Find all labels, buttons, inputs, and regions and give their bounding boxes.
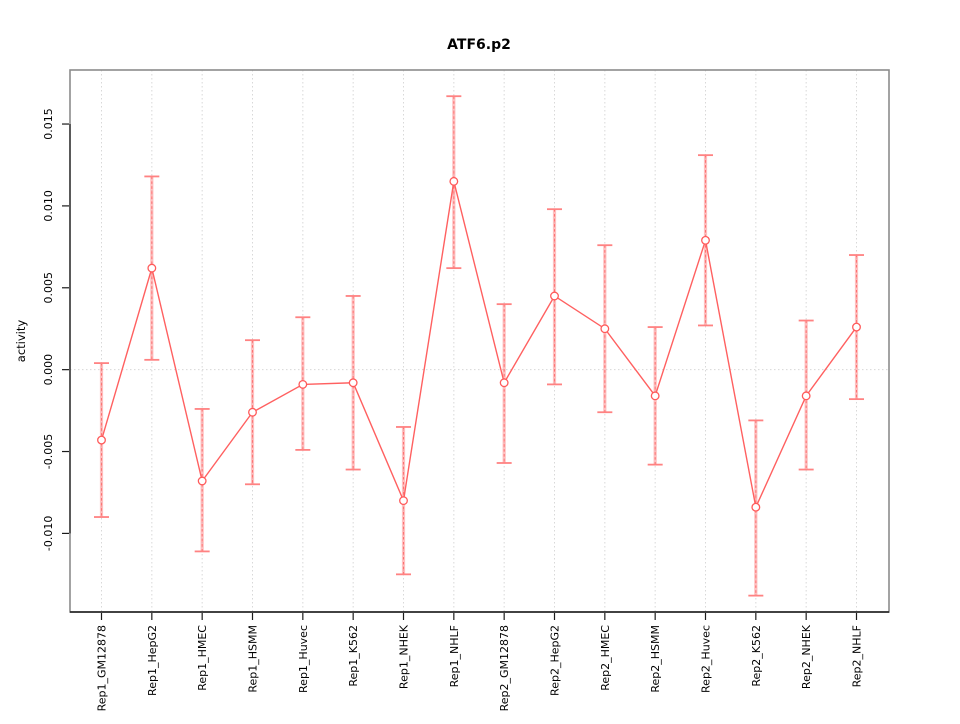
- x-tick-label: Rep1_HSMM: [247, 625, 260, 693]
- data-point: [449, 176, 459, 186]
- x-tick-label: Rep2_HSMM: [649, 625, 662, 693]
- data-point: [550, 291, 559, 301]
- data-point: [97, 435, 106, 445]
- y-tick-label: 0.000: [42, 354, 55, 386]
- x-tick-label: Rep1_NHEK: [398, 624, 411, 689]
- data-point: [499, 378, 509, 388]
- x-tick-label: Rep1_GM12878: [96, 625, 109, 711]
- y-axis-label: activity: [14, 320, 28, 363]
- x-tick-label: Rep1_Huvec: [297, 625, 310, 693]
- data-point: [399, 496, 408, 506]
- x-tick-label: Rep1_K562: [347, 625, 360, 687]
- data-point: [348, 378, 358, 388]
- x-tick-label: Rep2_Huvec: [700, 625, 713, 693]
- y-tick-label: 0.005: [42, 272, 55, 304]
- data-point: [801, 391, 811, 401]
- x-tick-label: Rep2_GM12878: [498, 625, 511, 711]
- y-tick-label: 0.010: [42, 190, 55, 222]
- plot-layer: Rep1_GM12878 Rep1_HepG2 Rep1_HMEC Rep1_HSMM…: [42, 69, 890, 711]
- x-tick-label: Rep1_NHLF: [448, 625, 461, 687]
- data-point: [701, 235, 710, 245]
- x-tick-label: Rep1_HepG2: [146, 625, 159, 696]
- y-tick-label: 0.015: [42, 108, 55, 140]
- x-tick-label: Rep2_K562: [750, 625, 763, 687]
- x-tick-label: Rep2_NHLF: [851, 625, 864, 687]
- data-point: [147, 263, 157, 273]
- x-tick-label: Rep2_HepG2: [549, 625, 562, 696]
- data-point: [248, 407, 257, 417]
- x-tick-label: Rep2_NHEK: [800, 624, 813, 689]
- series-line: [100, 181, 858, 510]
- chart-title: ATF6.p2: [447, 37, 511, 53]
- data-point: [600, 324, 610, 334]
- plot-border: [69, 69, 890, 613]
- data-point: [852, 322, 861, 332]
- x-tick-label: Rep1_HMEC: [196, 625, 209, 691]
- data-point: [650, 391, 660, 401]
- data-point: [197, 476, 207, 486]
- data-point: [751, 502, 761, 512]
- data-point: [298, 379, 308, 389]
- x-tick-label: Rep2_HMEC: [599, 625, 612, 691]
- y-tick-label: -0.010: [42, 516, 55, 551]
- y-tick-label: -0.005: [42, 434, 55, 469]
